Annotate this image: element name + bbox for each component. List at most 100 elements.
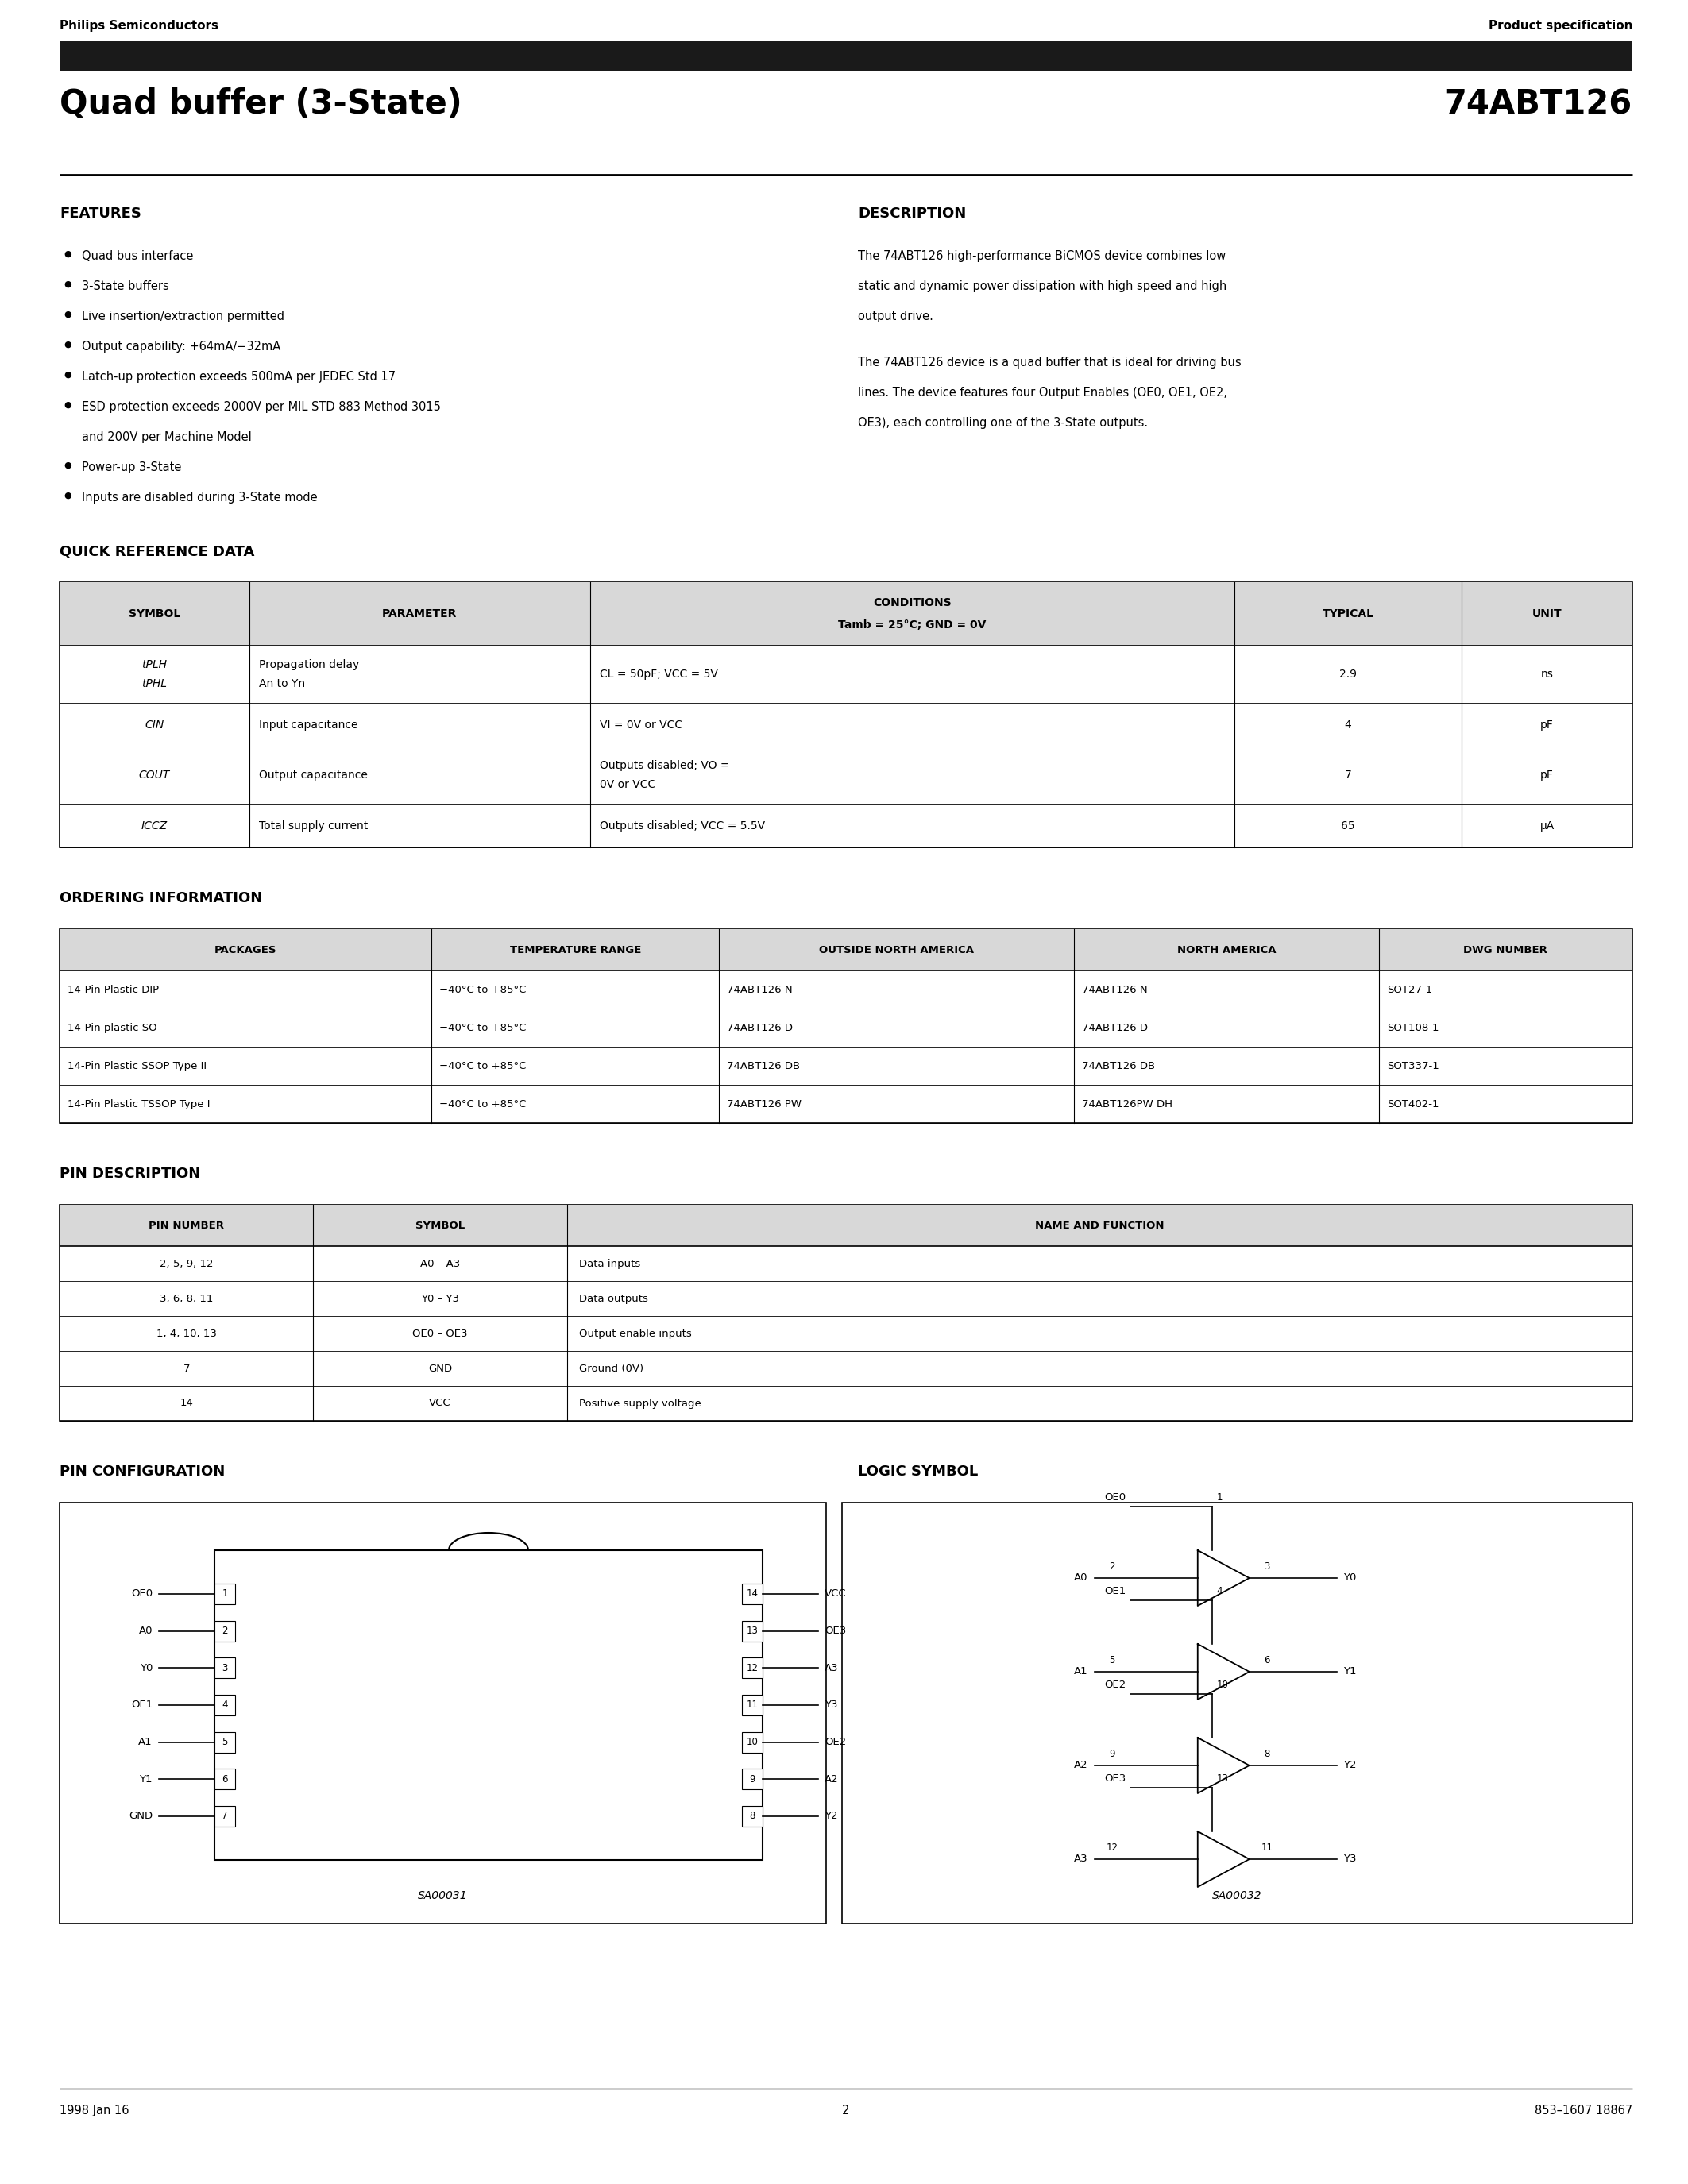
Text: −40°C to +85°C: −40°C to +85°C bbox=[439, 1022, 527, 1033]
Text: ORDERING INFORMATION: ORDERING INFORMATION bbox=[59, 891, 262, 906]
Text: Y2: Y2 bbox=[1344, 1760, 1355, 1771]
Text: DESCRIPTION: DESCRIPTION bbox=[858, 207, 966, 221]
Text: SOT402-1: SOT402-1 bbox=[1386, 1099, 1438, 1109]
Text: Inputs are disabled during 3-State mode: Inputs are disabled during 3-State mode bbox=[81, 491, 317, 505]
Text: 14: 14 bbox=[746, 1588, 758, 1599]
Text: PACKAGES: PACKAGES bbox=[214, 946, 277, 954]
Text: A3: A3 bbox=[824, 1662, 839, 1673]
Text: SA00032: SA00032 bbox=[1212, 1889, 1263, 1902]
Text: TEMPERATURE RANGE: TEMPERATURE RANGE bbox=[510, 946, 641, 954]
Text: PIN NUMBER: PIN NUMBER bbox=[149, 1221, 225, 1230]
Text: 14-Pin Plastic TSSOP Type I: 14-Pin Plastic TSSOP Type I bbox=[68, 1099, 209, 1109]
Text: The 74ABT126 high-performance BiCMOS device combines low: The 74ABT126 high-performance BiCMOS dev… bbox=[858, 251, 1225, 262]
Text: SOT337-1: SOT337-1 bbox=[1386, 1061, 1438, 1070]
Text: NORTH AMERICA: NORTH AMERICA bbox=[1177, 946, 1276, 954]
Text: 853–1607 18867: 853–1607 18867 bbox=[1534, 2105, 1632, 2116]
Text: PIN CONFIGURATION: PIN CONFIGURATION bbox=[59, 1465, 225, 1479]
Text: OE0: OE0 bbox=[1104, 1492, 1126, 1503]
Text: 1: 1 bbox=[1217, 1492, 1222, 1503]
Text: OE0: OE0 bbox=[132, 1588, 152, 1599]
Text: OE3: OE3 bbox=[824, 1625, 846, 1636]
Bar bbox=[743, 1695, 763, 1714]
Text: SA00031: SA00031 bbox=[419, 1889, 468, 1902]
Text: 7: 7 bbox=[221, 1811, 228, 1821]
Text: QUICK REFERENCE DATA: QUICK REFERENCE DATA bbox=[59, 544, 255, 559]
Text: 0V or VCC: 0V or VCC bbox=[599, 780, 655, 791]
Text: 8: 8 bbox=[749, 1811, 755, 1821]
Text: 3: 3 bbox=[1264, 1562, 1269, 1572]
Text: Propagation delay: Propagation delay bbox=[258, 660, 360, 670]
Text: Product specification: Product specification bbox=[1489, 20, 1632, 33]
Text: CONDITIONS: CONDITIONS bbox=[873, 596, 952, 609]
Text: CL = 50pF; VCC = 5V: CL = 50pF; VCC = 5V bbox=[599, 668, 717, 679]
Text: Y0: Y0 bbox=[140, 1662, 152, 1673]
Bar bbox=[59, 1206, 1632, 1422]
Text: A0: A0 bbox=[138, 1625, 152, 1636]
Text: ●: ● bbox=[64, 280, 71, 288]
Text: pF: pF bbox=[1541, 719, 1555, 729]
Text: Positive supply voltage: Positive supply voltage bbox=[579, 1398, 701, 1409]
Text: μA: μA bbox=[1539, 819, 1555, 832]
Text: 12: 12 bbox=[746, 1662, 758, 1673]
Bar bbox=[743, 1732, 763, 1752]
Text: 11: 11 bbox=[746, 1699, 758, 1710]
Text: VI = 0V or VCC: VI = 0V or VCC bbox=[599, 719, 682, 729]
Bar bbox=[743, 1583, 763, 1605]
Text: ●: ● bbox=[64, 371, 71, 378]
Text: 1, 4, 10, 13: 1, 4, 10, 13 bbox=[157, 1328, 216, 1339]
Text: Data outputs: Data outputs bbox=[579, 1293, 648, 1304]
Text: Outputs disabled; VCC = 5.5V: Outputs disabled; VCC = 5.5V bbox=[599, 819, 765, 832]
Text: 14-Pin Plastic SSOP Type II: 14-Pin Plastic SSOP Type II bbox=[68, 1061, 206, 1070]
Text: Philips Semiconductors: Philips Semiconductors bbox=[59, 20, 218, 33]
Text: OE1: OE1 bbox=[1104, 1586, 1126, 1597]
Text: 14: 14 bbox=[179, 1398, 192, 1409]
Text: 74ABT126 N: 74ABT126 N bbox=[728, 985, 793, 994]
Text: An to Yn: An to Yn bbox=[258, 679, 306, 690]
Text: GND: GND bbox=[128, 1811, 152, 1821]
Text: 5: 5 bbox=[221, 1736, 228, 1747]
Text: 10: 10 bbox=[1217, 1679, 1229, 1690]
Text: ICCZ: ICCZ bbox=[142, 819, 167, 832]
Text: −40°C to +85°C: −40°C to +85°C bbox=[439, 1061, 527, 1070]
Text: 2: 2 bbox=[221, 1625, 228, 1636]
Bar bbox=[59, 928, 1632, 970]
Text: ●: ● bbox=[64, 402, 71, 408]
Text: VCC: VCC bbox=[429, 1398, 451, 1409]
Text: Power-up 3-State: Power-up 3-State bbox=[81, 461, 181, 474]
Text: Output enable inputs: Output enable inputs bbox=[579, 1328, 692, 1339]
Bar bbox=[59, 583, 1632, 847]
Text: 74ABT126 DB: 74ABT126 DB bbox=[728, 1061, 800, 1070]
Text: 6: 6 bbox=[1264, 1655, 1269, 1666]
Bar bbox=[214, 1806, 235, 1826]
Text: tPLH: tPLH bbox=[142, 660, 167, 670]
Text: Total supply current: Total supply current bbox=[258, 819, 368, 832]
Text: Live insertion/extraction permitted: Live insertion/extraction permitted bbox=[81, 310, 284, 323]
Text: 9: 9 bbox=[749, 1773, 755, 1784]
Text: PARAMETER: PARAMETER bbox=[381, 609, 457, 620]
Text: 3-State buffers: 3-State buffers bbox=[81, 280, 169, 293]
Text: 13: 13 bbox=[746, 1625, 758, 1636]
Text: ESD protection exceeds 2000V per MIL STD 883 Method 3015: ESD protection exceeds 2000V per MIL STD… bbox=[81, 402, 441, 413]
Text: PIN DESCRIPTION: PIN DESCRIPTION bbox=[59, 1166, 201, 1182]
Text: 4: 4 bbox=[1345, 719, 1352, 729]
Text: Data inputs: Data inputs bbox=[579, 1258, 640, 1269]
Text: lines. The device features four Output Enables (OE0, OE1, OE2,: lines. The device features four Output E… bbox=[858, 387, 1227, 400]
Bar bbox=[743, 1806, 763, 1826]
Text: OE0 – OE3: OE0 – OE3 bbox=[412, 1328, 468, 1339]
Text: 74ABT126PW DH: 74ABT126PW DH bbox=[1082, 1099, 1173, 1109]
Text: 12: 12 bbox=[1106, 1843, 1117, 1852]
Text: Input capacitance: Input capacitance bbox=[258, 719, 358, 729]
Text: A1: A1 bbox=[1074, 1666, 1089, 1677]
Bar bbox=[59, 1206, 1632, 1247]
Bar bbox=[214, 1621, 235, 1642]
Text: OE1: OE1 bbox=[132, 1699, 152, 1710]
Text: OE3: OE3 bbox=[1104, 1773, 1126, 1784]
Text: pF: pF bbox=[1541, 769, 1555, 780]
Text: DWG NUMBER: DWG NUMBER bbox=[1463, 946, 1548, 954]
Bar bbox=[214, 1695, 235, 1714]
Text: 13: 13 bbox=[1217, 1773, 1229, 1784]
Text: 4: 4 bbox=[1217, 1586, 1222, 1597]
Text: 74ABT126 D: 74ABT126 D bbox=[1082, 1022, 1148, 1033]
Bar bbox=[59, 41, 1632, 72]
Text: 14-Pin plastic SO: 14-Pin plastic SO bbox=[68, 1022, 157, 1033]
